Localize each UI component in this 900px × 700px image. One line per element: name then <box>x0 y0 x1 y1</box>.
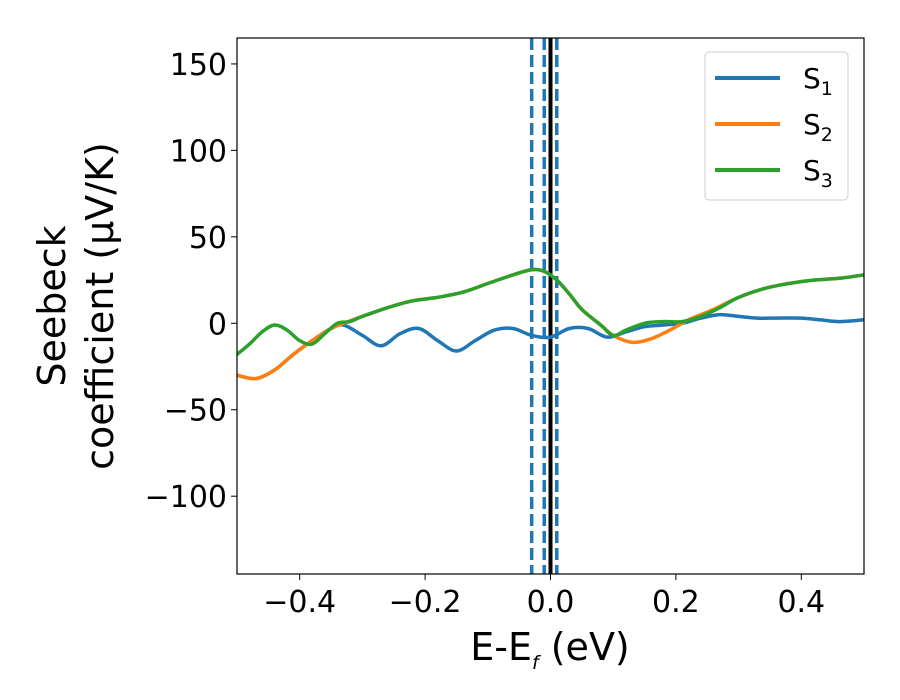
y-axis-title-line1: Seebeck <box>30 225 74 386</box>
y-tick-label: 50 <box>189 221 227 256</box>
x-axis-title: E-Ef (eV) <box>470 625 630 674</box>
x-tick-label: 0.0 <box>527 585 575 620</box>
y-tick-label: 150 <box>170 48 227 83</box>
legend: S1 S2 S3 <box>704 51 849 201</box>
x-tick-label: −0.2 <box>389 585 462 620</box>
y-tick-label: −50 <box>164 394 227 429</box>
y-axis-title: Seebeck coefficient (μV/K) <box>30 142 122 470</box>
y-tick-label: 0 <box>208 307 227 342</box>
y-axis-title-line2: coefficient (μV/K) <box>78 142 122 470</box>
x-tick-label: 0.4 <box>777 585 825 620</box>
x-tick-label: −0.4 <box>263 585 336 620</box>
y-tick-label: −100 <box>145 480 227 515</box>
legend-label-s3: S3 <box>803 154 833 192</box>
legend-label-s2: S2 <box>803 108 833 146</box>
y-tick-label: 100 <box>170 134 227 169</box>
legend-label-s1: S1 <box>803 62 833 100</box>
series-line-s3 <box>237 267 864 357</box>
x-tick-label: 0.2 <box>652 585 700 620</box>
